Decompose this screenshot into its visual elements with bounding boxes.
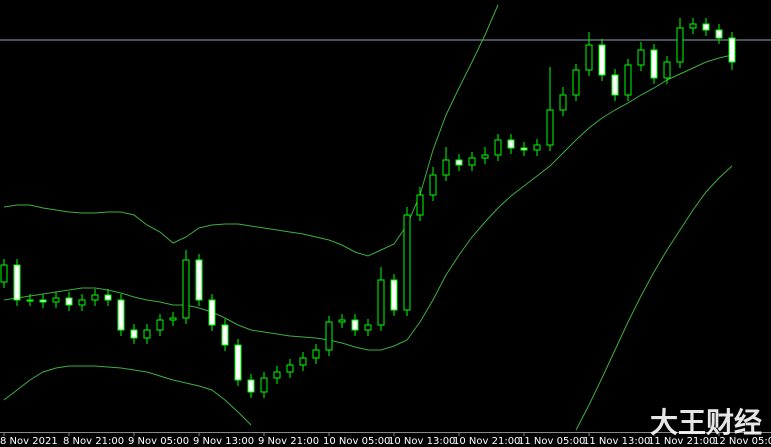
band-line [3, 4, 499, 257]
candle-body [169, 317, 177, 321]
candle-body [520, 147, 528, 151]
candle-body [338, 319, 346, 323]
candle-body [715, 29, 723, 39]
candle-body [598, 44, 606, 76]
candle-body [78, 299, 86, 306]
candle-body [624, 64, 632, 96]
candle-body [507, 139, 515, 149]
x-tick-label: 11 Nov 21:00 [648, 436, 715, 447]
candle-body [26, 299, 34, 302]
candle-body [0, 264, 8, 283]
candle-body [182, 259, 190, 319]
candle-body [650, 49, 658, 79]
candle-body [52, 297, 60, 303]
candle-body [533, 144, 541, 151]
candle-body [390, 279, 398, 311]
candle-body [637, 49, 645, 66]
x-tick-label: 11 Nov 13:00 [583, 436, 650, 447]
candle-body [299, 357, 307, 366]
candle-body [364, 324, 372, 331]
candle-body [377, 279, 385, 326]
band-line [575, 165, 733, 431]
candle-body [416, 194, 424, 216]
candle-body [429, 174, 437, 196]
candle-body [286, 364, 294, 373]
x-tick-label: 12 Nov 05:00 [713, 436, 771, 447]
x-tick-label: 9 Nov 05:00 [128, 436, 189, 447]
candle-body [403, 214, 411, 311]
candle-body [104, 294, 112, 301]
candle-body [195, 259, 203, 301]
x-tick-label: 11 Nov 05:00 [518, 436, 585, 447]
candle-body [130, 329, 138, 339]
candle-body [468, 157, 476, 166]
candle-body [611, 74, 619, 96]
candle-body [117, 299, 125, 331]
candle-body [455, 159, 463, 166]
candle-body [481, 154, 489, 159]
x-tick-label: 8 Nov 21:00 [63, 436, 124, 447]
x-tick-label: 10 Nov 13:00 [388, 436, 455, 447]
candle-body [676, 27, 684, 63]
x-tick-label: 10 Nov 21:00 [453, 436, 520, 447]
candle-body [585, 44, 593, 71]
candle-body [260, 377, 268, 393]
x-tick-label: 9 Nov 21:00 [258, 436, 319, 447]
candle-body [559, 94, 567, 111]
watermark: 大王财经 [650, 406, 762, 439]
candle-body [572, 69, 580, 96]
candle-body [247, 379, 255, 393]
candle-body [234, 344, 242, 381]
candle-body [91, 294, 99, 301]
candle-body [65, 297, 73, 306]
candle-body [546, 109, 554, 146]
candle-body [663, 61, 671, 79]
candle-body [273, 371, 281, 379]
candle-body [728, 37, 736, 63]
candle-body [13, 264, 21, 301]
candle-body [689, 23, 697, 29]
candle-body [208, 299, 216, 326]
band-line [3, 54, 733, 351]
x-tick-label: 8 Nov 2021 [0, 436, 58, 447]
candle-body [351, 319, 359, 331]
candle-body [143, 329, 151, 339]
candle-body [494, 139, 502, 156]
candle-body [702, 23, 710, 31]
candle-body [442, 159, 450, 176]
candle-body [221, 324, 229, 346]
candle-body [312, 349, 320, 359]
x-tick-label: 10 Nov 05:00 [323, 436, 390, 447]
candle-body [39, 299, 47, 303]
candle-body [325, 321, 333, 351]
band-line [3, 365, 252, 426]
candle-body [156, 319, 164, 331]
x-tick-label: 9 Nov 13:00 [193, 436, 254, 447]
